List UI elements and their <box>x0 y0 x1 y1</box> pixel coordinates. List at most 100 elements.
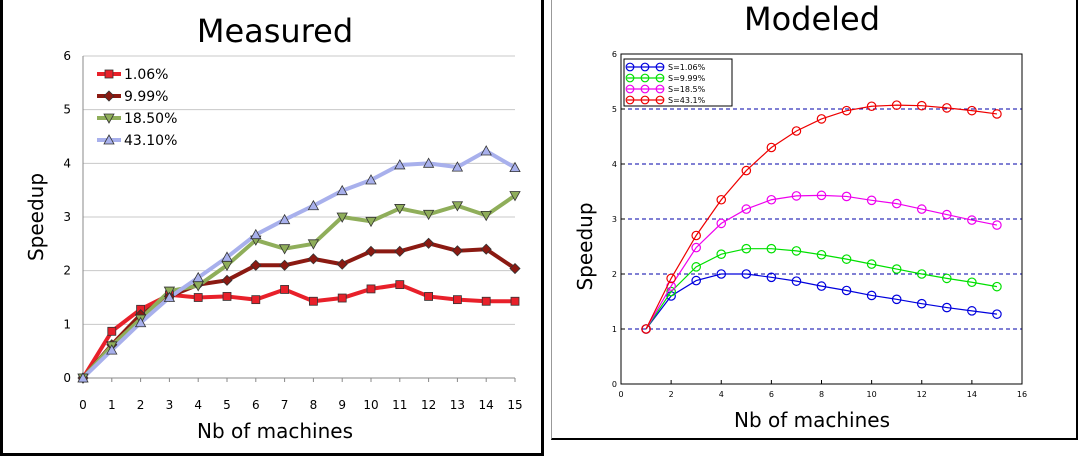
x-tick-label: 11 <box>392 398 407 412</box>
legend-marker <box>103 134 115 145</box>
data-point <box>766 272 777 283</box>
data-point <box>278 213 291 225</box>
data-point <box>666 286 676 297</box>
data-point <box>251 295 261 305</box>
y-tick-label: 6 <box>63 49 71 63</box>
x-tick-label: 2 <box>669 390 674 399</box>
data-point <box>107 326 117 336</box>
legend-marker <box>625 84 635 94</box>
data-point <box>866 195 877 206</box>
data-point <box>766 194 777 205</box>
data-point <box>691 275 701 286</box>
legend-marker <box>655 62 665 72</box>
data-point <box>691 242 701 253</box>
x-tick-label: 14 <box>967 390 977 399</box>
data-point <box>221 251 233 262</box>
x-tick-label: 12 <box>917 390 927 399</box>
data-point <box>841 105 852 116</box>
x-tick-label: 6 <box>252 398 260 412</box>
data-point <box>77 372 89 383</box>
data-point <box>791 276 802 286</box>
data-point <box>480 210 492 222</box>
data-point <box>307 253 319 265</box>
plot-frame <box>620 53 1023 385</box>
x-tick-label: 3 <box>166 398 174 412</box>
data-point <box>509 161 521 173</box>
data-point <box>394 204 406 215</box>
data-point <box>480 243 492 255</box>
data-point <box>134 316 147 328</box>
data-point <box>308 296 318 306</box>
chart-title: Modeled <box>744 0 880 38</box>
x-tick-label: 2 <box>137 398 145 412</box>
data-point <box>816 190 827 201</box>
x-tick-label: 4 <box>194 398 202 412</box>
y-tick-label: 3 <box>63 210 71 224</box>
series-line-43.10% <box>81 148 517 380</box>
legend-label: S=18.5% <box>668 85 706 94</box>
data-point <box>816 249 827 260</box>
y-axis-label: Speedup <box>24 173 48 261</box>
x-tick-label: 9 <box>338 398 346 412</box>
legend-label: 43.10% <box>124 133 177 149</box>
data-point <box>666 273 676 284</box>
data-point <box>222 292 232 301</box>
data-point <box>250 259 262 271</box>
x-tick-label: 5 <box>223 398 231 412</box>
y-tick-label: 3 <box>612 215 617 224</box>
data-point <box>916 298 927 309</box>
modeled-chart-panel: Modeled 0 1 2 3 4 5 6 0 2 4 6 8 10 12 14 16 Nb of machine… <box>551 0 1078 440</box>
x-tick-label: 7 <box>281 398 289 412</box>
data-point <box>394 159 406 170</box>
data-point <box>891 294 902 305</box>
series-line-S=9.99% <box>645 248 998 330</box>
data-point <box>365 216 377 228</box>
x-tick-label: 4 <box>719 390 724 399</box>
x-tick-label: 14 <box>479 398 494 412</box>
y-axis-label: Speedup <box>573 202 597 290</box>
data-point <box>992 109 1002 119</box>
data-point <box>992 220 1002 230</box>
x-tick-label: 16 <box>1017 390 1027 399</box>
data-point <box>480 145 492 156</box>
data-point <box>716 218 727 229</box>
data-point <box>791 246 802 256</box>
y-tick-label: 0 <box>63 371 71 385</box>
data-point <box>192 271 204 283</box>
x-tick-label: 6 <box>769 390 774 399</box>
data-point <box>716 269 727 279</box>
y-tick-label: 4 <box>612 160 617 169</box>
data-point <box>163 286 176 297</box>
data-point <box>509 262 521 275</box>
series-line-S=18.5% <box>645 194 998 330</box>
data-point <box>336 258 348 270</box>
legend-marker <box>655 73 665 83</box>
data-point <box>366 284 376 294</box>
series-line-S=43.1% <box>645 104 998 330</box>
data-point <box>106 344 118 355</box>
legend-marker <box>655 95 665 105</box>
data-point <box>509 191 521 202</box>
x-tick-label: 1 <box>108 398 116 412</box>
chart-title: Measured <box>197 12 353 50</box>
data-point <box>741 165 752 176</box>
data-point <box>942 103 952 113</box>
data-point <box>816 281 827 291</box>
data-point <box>451 161 464 172</box>
data-point <box>422 157 435 168</box>
data-point <box>967 215 977 225</box>
data-point <box>337 293 347 303</box>
legend-marker <box>104 69 114 79</box>
x-tick-label: 10 <box>867 390 877 399</box>
legend-marker <box>640 73 650 83</box>
legend-marker <box>103 113 115 124</box>
series-line-18.50% <box>81 193 517 380</box>
data-point <box>250 228 262 240</box>
legend-marker <box>655 84 665 94</box>
x-tick-label: 0 <box>618 390 623 399</box>
data-point <box>741 269 752 279</box>
y-tick-label: 6 <box>612 50 617 59</box>
y-tick-label: 2 <box>612 270 617 279</box>
data-point <box>967 306 977 316</box>
